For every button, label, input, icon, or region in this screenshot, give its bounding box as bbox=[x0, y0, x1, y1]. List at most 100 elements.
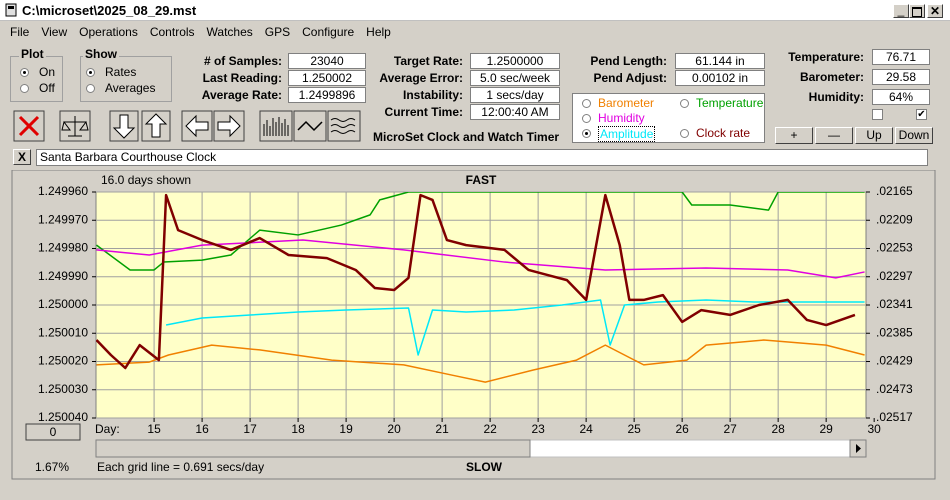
toolbar-button[interactable] bbox=[181, 110, 213, 142]
menu-item[interactable]: Controls bbox=[149, 25, 195, 39]
field-label: # of Samples: bbox=[203, 54, 282, 68]
button[interactable]: Down bbox=[895, 127, 933, 144]
field-label: Average Error: bbox=[379, 71, 463, 85]
menu-item[interactable]: Operations bbox=[79, 25, 138, 39]
field-value: 76.71 bbox=[872, 49, 930, 65]
field-value: 1.2500000 bbox=[470, 53, 560, 69]
x-tick-label: 20 bbox=[387, 422, 401, 436]
menu-item[interactable]: Watches bbox=[206, 25, 253, 39]
toolbar-button[interactable] bbox=[293, 110, 327, 142]
bottom-label: SLOW bbox=[466, 460, 503, 474]
button[interactable]: — bbox=[815, 127, 853, 144]
legend-label[interactable]: Amplitude bbox=[598, 126, 656, 142]
toolbar-button[interactable] bbox=[59, 110, 91, 142]
y-tick-label: 1.250030 bbox=[38, 382, 88, 396]
x-tick-label: 22 bbox=[483, 422, 497, 436]
button[interactable]: Up bbox=[855, 127, 893, 144]
minimize-button[interactable]: _ bbox=[893, 4, 909, 18]
show-group bbox=[80, 56, 172, 102]
field-value: 61.144 in bbox=[675, 53, 765, 69]
y-tick-label: 1.249990 bbox=[38, 269, 88, 283]
legend-label[interactable]: Clock rate bbox=[696, 126, 751, 140]
menu-item[interactable]: File bbox=[10, 25, 30, 39]
y2-tick-label: .02165 bbox=[876, 184, 913, 198]
x-tick-label: 30 bbox=[867, 422, 881, 436]
legend-label[interactable]: Humidity bbox=[598, 111, 645, 125]
y2-tick-label: .02253 bbox=[876, 241, 913, 255]
toolbar-button[interactable] bbox=[109, 110, 139, 142]
radio-label[interactable]: Off bbox=[39, 81, 55, 95]
app-title: MicroSet Clock and Watch Timer bbox=[373, 130, 560, 144]
field-label: Last Reading: bbox=[202, 71, 282, 85]
field-value: 23040 bbox=[288, 53, 366, 69]
group-label: Plot bbox=[19, 47, 46, 61]
checkbox[interactable] bbox=[872, 109, 883, 120]
button[interactable]: + bbox=[775, 127, 813, 144]
series-line bbox=[165, 299, 865, 356]
x-tick-label: 29 bbox=[819, 422, 833, 436]
legend-radio[interactable] bbox=[582, 129, 591, 138]
radio-button[interactable] bbox=[86, 84, 95, 93]
scroll-arrow-icon bbox=[856, 444, 861, 453]
y2-tick-label: .02517 bbox=[876, 410, 913, 424]
menu-item[interactable]: Help bbox=[366, 25, 391, 39]
close-button[interactable]: ✕ bbox=[927, 4, 943, 18]
field-label: Average Rate: bbox=[201, 88, 282, 102]
x-tick-label: 25 bbox=[627, 422, 641, 436]
y2-tick-label: .02473 bbox=[876, 382, 913, 396]
field-value: 1.250002 bbox=[288, 70, 366, 86]
legend-label[interactable]: Temperature bbox=[696, 96, 764, 110]
legend-label[interactable]: Barometer bbox=[598, 96, 655, 110]
x-tick-label: 26 bbox=[675, 422, 689, 436]
menu-item[interactable]: View bbox=[41, 25, 68, 39]
x-tick-label: 21 bbox=[435, 422, 449, 436]
days-shown: 16.0 days shown bbox=[101, 173, 191, 187]
field-label: Pend Length: bbox=[590, 54, 667, 68]
menu-item[interactable]: Configure bbox=[302, 25, 355, 39]
toolbar-button[interactable] bbox=[327, 110, 361, 142]
y-tick-label: 1.250040 bbox=[38, 410, 88, 424]
checkbox[interactable]: ✔ bbox=[916, 109, 927, 120]
zoom-label: 1.67% bbox=[35, 460, 69, 474]
y2-tick-label: .02385 bbox=[876, 325, 913, 339]
field-value: 0.00102 in bbox=[675, 70, 765, 86]
x-tick-label: 18 bbox=[291, 422, 305, 436]
y2-tick-label: .02341 bbox=[876, 297, 913, 311]
series-line bbox=[96, 239, 865, 279]
toolbar-button[interactable] bbox=[13, 110, 45, 142]
clock-name-field[interactable]: Santa Barbara Courthouse Clock bbox=[36, 149, 928, 166]
legend-radio[interactable] bbox=[680, 99, 689, 108]
radio-button[interactable] bbox=[20, 84, 29, 93]
radio-button[interactable] bbox=[20, 68, 29, 77]
x-axis-label: Day: bbox=[95, 422, 120, 436]
x-tick-label: 24 bbox=[579, 422, 593, 436]
field-value: 1 secs/day bbox=[470, 87, 560, 103]
scroll-button-label[interactable]: 0 bbox=[50, 425, 57, 439]
scroll-button[interactable] bbox=[25, 423, 81, 441]
toolbar-button[interactable] bbox=[259, 110, 293, 142]
radio-label[interactable]: Rates bbox=[105, 65, 137, 79]
radio-label[interactable]: Averages bbox=[105, 81, 156, 95]
menu-item[interactable]: GPS bbox=[264, 25, 291, 39]
toolbar-button[interactable] bbox=[213, 110, 245, 142]
legend-radio[interactable] bbox=[582, 99, 591, 108]
field-label: Pend Adjust: bbox=[593, 71, 667, 85]
maximize-button[interactable] bbox=[909, 4, 925, 18]
clear-button[interactable]: X bbox=[13, 149, 31, 165]
legend-radio[interactable] bbox=[582, 114, 591, 123]
window-title: C:\microset\2025_08_29.mst bbox=[22, 3, 197, 18]
series-line bbox=[96, 339, 865, 383]
radio-label[interactable]: On bbox=[39, 65, 56, 79]
x-tick-label: 23 bbox=[531, 422, 545, 436]
group-label: Show bbox=[83, 47, 119, 61]
scrollbar-thumb[interactable] bbox=[95, 439, 531, 458]
radio-button[interactable] bbox=[86, 68, 95, 77]
app-icon bbox=[5, 3, 17, 17]
x-tick-label: 17 bbox=[243, 422, 257, 436]
legend-radio[interactable] bbox=[680, 129, 689, 138]
y-tick-label: 1.249970 bbox=[38, 212, 88, 226]
x-tick-label: 28 bbox=[771, 422, 785, 436]
y-tick-label: 1.249960 bbox=[38, 184, 88, 198]
toolbar-button[interactable] bbox=[141, 110, 171, 142]
